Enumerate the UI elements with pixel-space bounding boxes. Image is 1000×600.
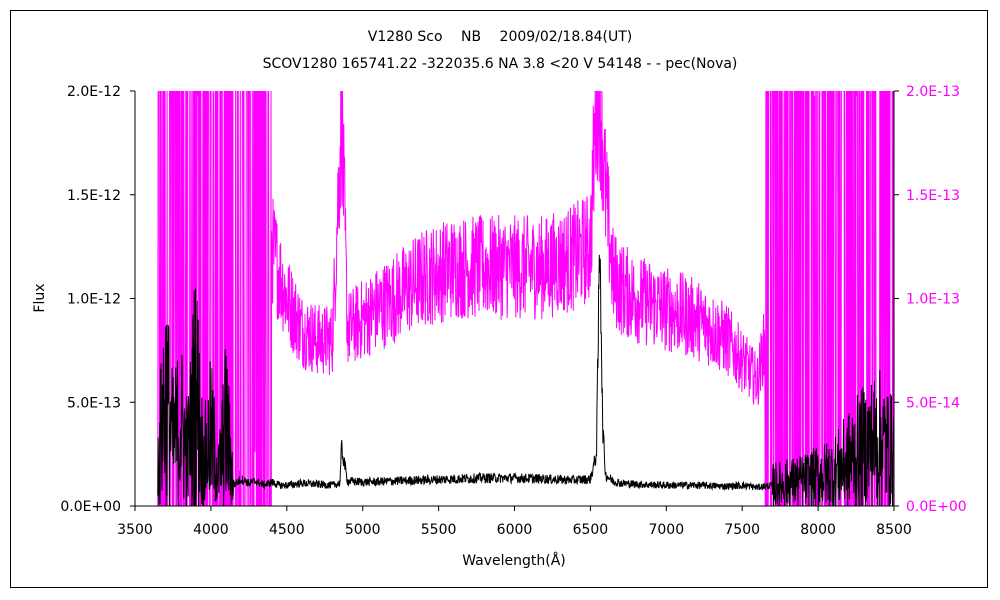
x-tick-label: 6000 (497, 522, 533, 538)
series-line-black (157, 254, 894, 506)
series-line-magenta (157, 91, 894, 506)
y-right-tick-label: 1.0E-13 (906, 292, 960, 308)
y-axis-label: Flux (32, 283, 48, 312)
x-tick-label: 7500 (724, 522, 760, 538)
x-tick-label: 5000 (345, 522, 381, 538)
plot-area (157, 91, 894, 506)
x-tick-label: 4000 (193, 522, 229, 538)
x-tick-label: 8000 (800, 522, 836, 538)
y-left-tick-label: 1.0E-12 (67, 292, 121, 308)
x-axis-label: Wavelength(Å) (462, 552, 566, 569)
x-tick-label: 7000 (648, 522, 684, 538)
x-tick-label: 8500 (876, 522, 912, 538)
x-ticks: 3500 4000 4500 5000 5500 6000 6500 7000 7500 8000… (117, 506, 912, 538)
y-left-tick-label: 0.0E+00 (60, 499, 121, 515)
series-layer (157, 91, 894, 506)
y-right-tick-label: 1.5E-13 (906, 188, 960, 204)
y-right-tick-label: 2.0E-13 (906, 84, 960, 100)
x-tick-label: 3500 (117, 522, 153, 538)
y-left-tick-label: 2.0E-12 (67, 84, 121, 100)
y-right-tick-label: 0.0E+00 (906, 499, 967, 515)
chart-title: V1280 Sco NB 2009/02/18.84(UT) (368, 29, 632, 45)
x-tick-label: 5500 (421, 522, 457, 538)
y-right-tick-label: 5.0E-14 (906, 395, 960, 411)
y-left-ticks: 0.0E+00 5.0E-13 1.0E-12 1.5E-12 2.0E-12 (60, 84, 135, 515)
y-right-ticks: 0.0E+00 5.0E-14 1.0E-13 1.5E-13 2.0E-13 (894, 84, 967, 515)
y-left-tick-label: 5.0E-13 (67, 395, 121, 411)
x-tick-label: 6500 (573, 522, 609, 538)
chart-subtitle: SCOV1280 165741.22 -322035.6 NA 3.8 <20 … (263, 56, 738, 72)
y-left-tick-label: 1.5E-12 (67, 188, 121, 204)
x-tick-label: 4500 (269, 522, 305, 538)
